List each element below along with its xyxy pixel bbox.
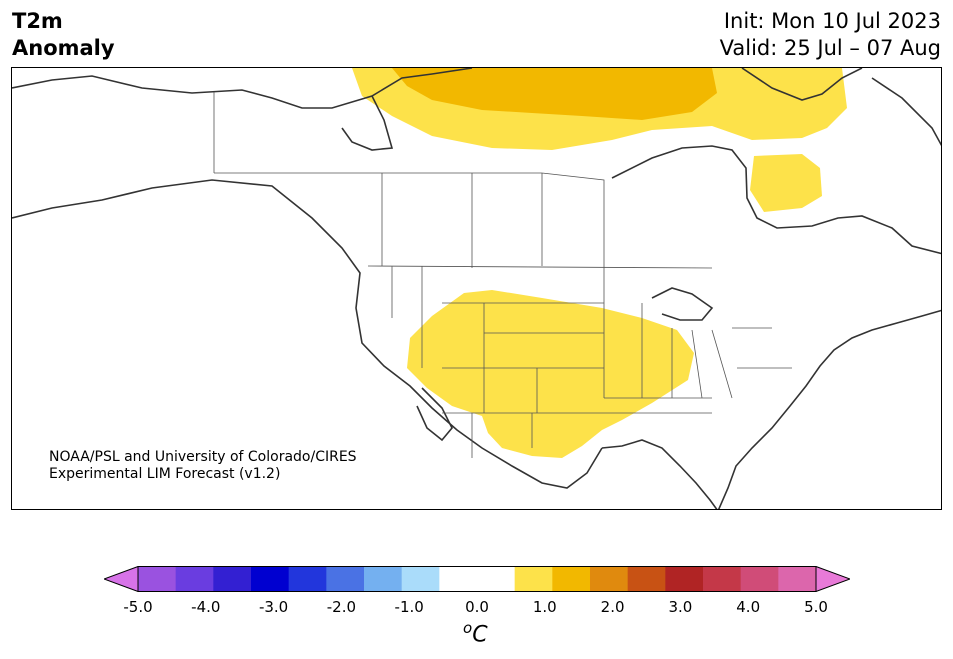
title-variable-line1: T2m xyxy=(12,9,63,33)
colorbar-segment xyxy=(665,566,704,592)
credit-line1: NOAA/PSL and University of Colorado/CIRE… xyxy=(49,449,357,465)
title-variable-line2: Anomaly xyxy=(12,36,115,60)
anomaly-region-arctic-core xyxy=(392,68,717,120)
coastlines xyxy=(12,68,941,509)
colorbar-segment xyxy=(213,566,252,592)
colorbar-segment xyxy=(778,566,817,592)
colorbar-segment xyxy=(439,566,478,592)
colorbar-tick-label: 2.0 xyxy=(600,598,625,616)
colorbar-unit: oC xyxy=(463,619,488,647)
credit-line2: Experimental LIM Forecast (v1.2) xyxy=(49,466,281,482)
colorbar-segment xyxy=(251,566,290,592)
colorbar-segment xyxy=(552,566,591,592)
map-canvas xyxy=(12,68,941,509)
colorbar-tick-label: 0.0 xyxy=(465,598,489,616)
colorbar-segment xyxy=(326,566,365,592)
forecast-dates: Init: Mon 10 Jul 2023 Valid: 25 Jul – 07… xyxy=(720,8,941,62)
colorbar-segment xyxy=(627,566,666,592)
anomaly-region-central-us xyxy=(407,290,694,458)
colorbar-tick-label: -5.0 xyxy=(123,598,153,616)
colorbar-segment xyxy=(175,566,214,592)
colorbar-segment xyxy=(703,566,742,592)
colorbar-tick-label: -1.0 xyxy=(394,598,424,616)
colorbar-segment xyxy=(364,566,403,592)
political-boundaries xyxy=(213,92,792,458)
colorbar xyxy=(104,566,850,592)
colorbar-tick-label: -4.0 xyxy=(191,598,221,616)
colorbar-segment xyxy=(288,566,327,592)
valid-period: Valid: 25 Jul – 07 Aug xyxy=(719,36,941,60)
colorbar-extend-max xyxy=(815,566,850,592)
colorbar-tick-label: -3.0 xyxy=(258,598,289,616)
colorbar-segment xyxy=(401,566,440,592)
colorbar-frame xyxy=(137,566,817,592)
unit-letter: C xyxy=(472,622,488,648)
anomaly-map xyxy=(11,67,942,510)
colorbar-tick-label: 5.0 xyxy=(804,598,828,616)
colorbar-ticks: -5.0 -4.0 -3.0 -2.0 -1.0 0.0 1.0 2.0 3.0 4.0 5.0 xyxy=(0,598,953,618)
colorbar-tick-label: 4.0 xyxy=(736,598,761,616)
colorbar-segment xyxy=(740,566,779,592)
colorbar-extend-min xyxy=(104,566,139,592)
anomaly-region-quebec xyxy=(750,154,822,212)
colorbar-segment xyxy=(514,566,553,592)
map-title: T2m Anomaly xyxy=(12,8,115,62)
colorbar-tick-label: 3.0 xyxy=(668,598,693,616)
colorbar-segment xyxy=(590,566,629,592)
colorbar-segment xyxy=(138,566,177,592)
colorbar-tick-label: -2.0 xyxy=(326,598,357,616)
colorbar-segment xyxy=(477,566,516,592)
colorbar-tick-label: 1.0 xyxy=(532,598,557,616)
credit-text: NOAA/PSL and University of Colorado/CIRE… xyxy=(49,449,357,483)
init-date: Init: Mon 10 Jul 2023 xyxy=(723,9,941,33)
unit-degree: o xyxy=(463,619,473,637)
